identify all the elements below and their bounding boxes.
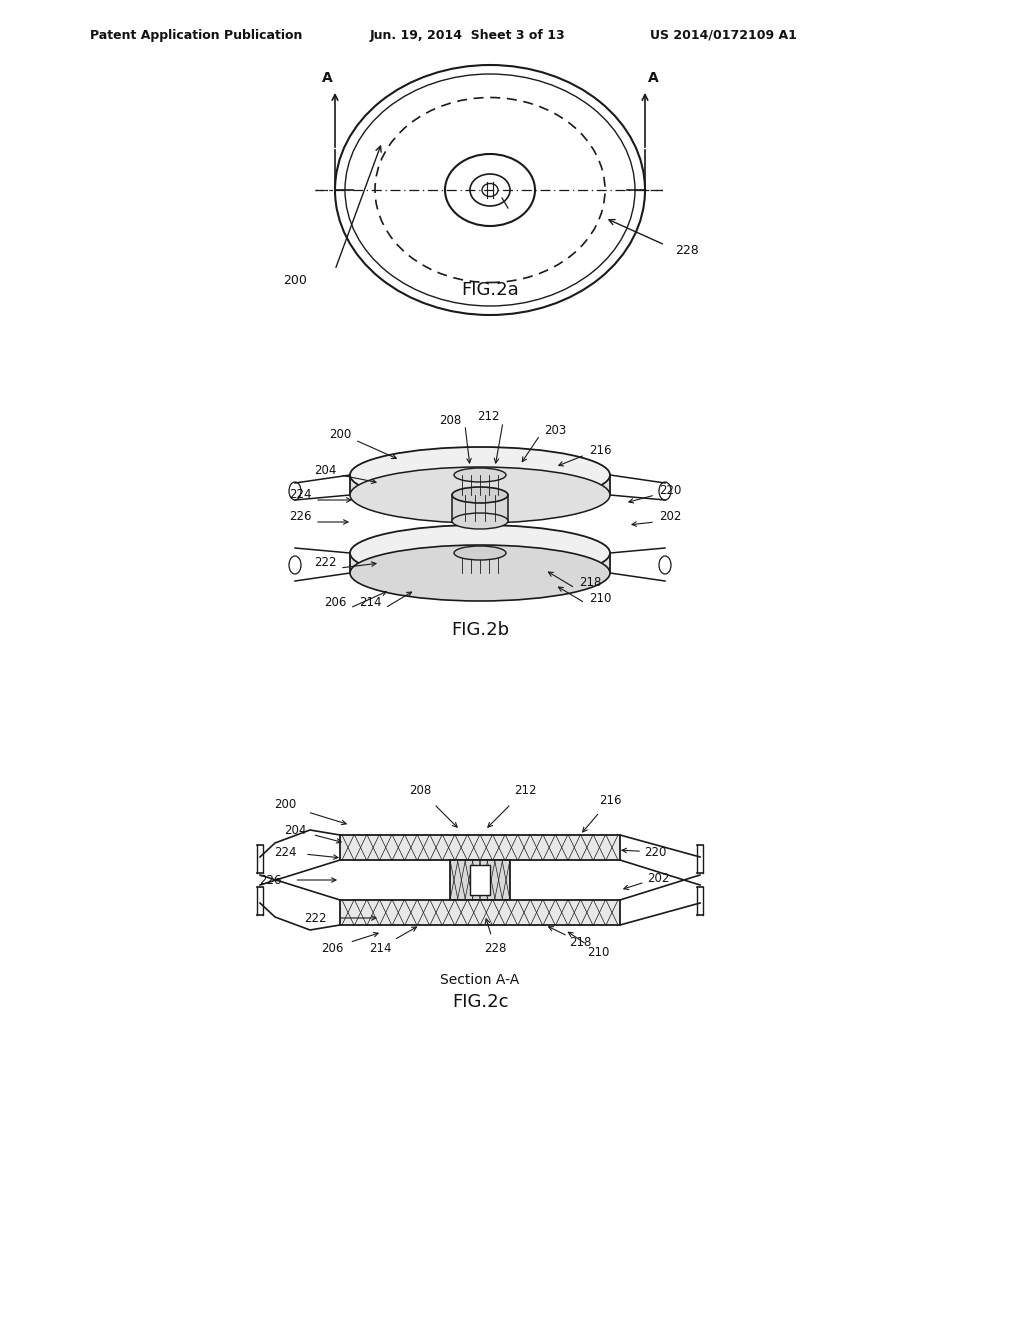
Text: FIG.2c: FIG.2c bbox=[452, 993, 508, 1011]
Text: 216: 216 bbox=[599, 793, 622, 807]
Text: A: A bbox=[647, 71, 658, 84]
Text: A: A bbox=[322, 71, 333, 84]
Text: 226: 226 bbox=[259, 874, 282, 887]
Text: 224: 224 bbox=[289, 488, 311, 502]
Text: 218: 218 bbox=[579, 577, 601, 590]
Text: 226: 226 bbox=[289, 511, 311, 524]
Ellipse shape bbox=[350, 525, 610, 581]
Polygon shape bbox=[350, 475, 610, 495]
Text: 200: 200 bbox=[273, 799, 296, 812]
Text: 202: 202 bbox=[658, 511, 681, 524]
Ellipse shape bbox=[454, 469, 506, 482]
Text: 206: 206 bbox=[321, 941, 343, 954]
Text: 210: 210 bbox=[587, 945, 609, 958]
Text: 214: 214 bbox=[358, 597, 381, 610]
Text: Jun. 19, 2014  Sheet 3 of 13: Jun. 19, 2014 Sheet 3 of 13 bbox=[370, 29, 565, 41]
Text: 220: 220 bbox=[658, 483, 681, 496]
Polygon shape bbox=[350, 553, 610, 573]
FancyBboxPatch shape bbox=[470, 865, 490, 895]
Text: 214: 214 bbox=[369, 941, 391, 954]
Text: 224: 224 bbox=[273, 846, 296, 858]
Ellipse shape bbox=[350, 545, 610, 601]
Text: 200: 200 bbox=[283, 273, 307, 286]
Text: 228: 228 bbox=[675, 243, 698, 256]
Ellipse shape bbox=[350, 467, 610, 523]
Text: Patent Application Publication: Patent Application Publication bbox=[90, 29, 302, 41]
FancyBboxPatch shape bbox=[340, 900, 620, 925]
Text: FIG.2a: FIG.2a bbox=[461, 281, 519, 300]
Polygon shape bbox=[452, 495, 508, 521]
Text: 204: 204 bbox=[313, 463, 336, 477]
Text: 204: 204 bbox=[284, 824, 306, 837]
Text: Section A-A: Section A-A bbox=[440, 973, 519, 987]
Ellipse shape bbox=[452, 487, 508, 503]
Text: 206: 206 bbox=[324, 597, 346, 610]
Text: 212: 212 bbox=[514, 784, 537, 796]
Text: 203: 203 bbox=[544, 424, 566, 437]
Ellipse shape bbox=[350, 447, 610, 503]
Text: 228: 228 bbox=[483, 941, 506, 954]
Text: 220: 220 bbox=[644, 846, 667, 858]
Ellipse shape bbox=[452, 513, 508, 529]
Text: 212: 212 bbox=[477, 411, 500, 424]
Text: 208: 208 bbox=[409, 784, 431, 796]
Text: 208: 208 bbox=[439, 413, 461, 426]
Text: 218: 218 bbox=[568, 936, 591, 949]
Ellipse shape bbox=[454, 546, 506, 560]
Text: US 2014/0172109 A1: US 2014/0172109 A1 bbox=[650, 29, 797, 41]
Text: 210: 210 bbox=[589, 591, 611, 605]
FancyBboxPatch shape bbox=[340, 836, 620, 861]
Text: 216: 216 bbox=[589, 444, 611, 457]
Text: 202: 202 bbox=[647, 871, 670, 884]
Text: 222: 222 bbox=[304, 912, 327, 924]
FancyBboxPatch shape bbox=[450, 861, 510, 900]
Text: FIG.2b: FIG.2b bbox=[451, 620, 509, 639]
Text: 200: 200 bbox=[329, 429, 351, 441]
Text: 222: 222 bbox=[313, 557, 336, 569]
